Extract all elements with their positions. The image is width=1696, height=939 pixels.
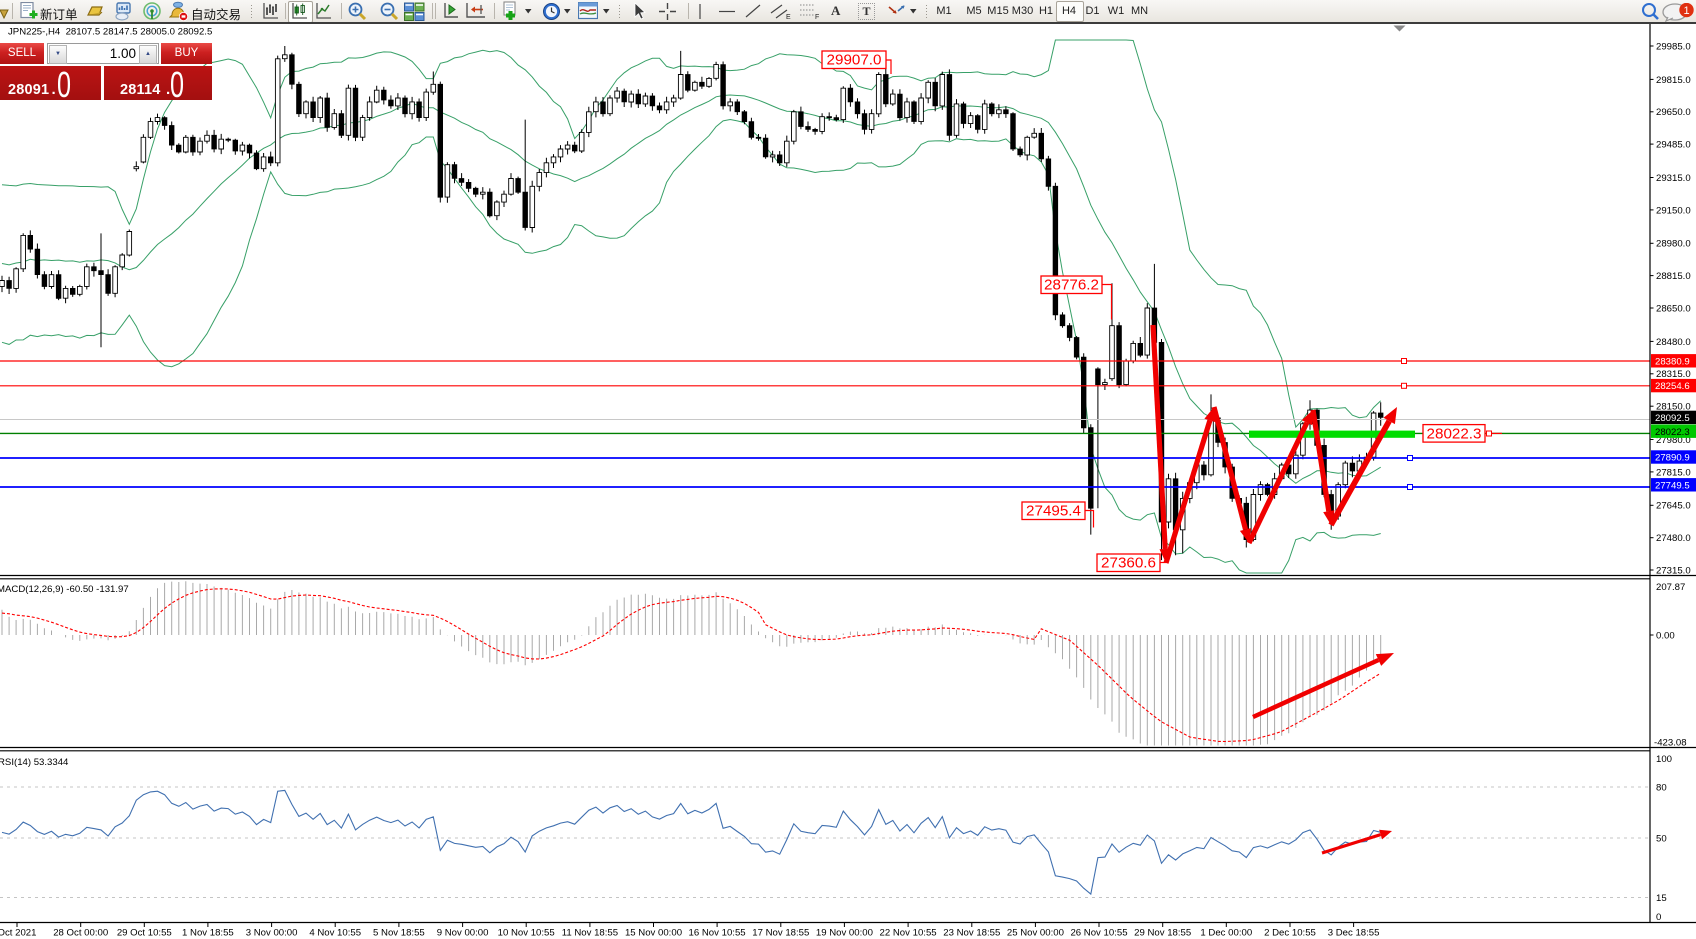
svg-text:17 Nov 18:55: 17 Nov 18:55	[752, 928, 809, 939]
svg-text:28815.0: 28815.0	[1656, 271, 1691, 282]
svg-text:80: 80	[1656, 782, 1667, 793]
svg-text:27495.4: 27495.4	[1026, 503, 1081, 520]
svg-text:5 Nov 18:55: 5 Nov 18:55	[373, 928, 425, 939]
svg-text:100: 100	[1656, 754, 1672, 765]
svg-text:28 Oct 00:00: 28 Oct 00:00	[53, 928, 108, 939]
svg-text:28254.6: 28254.6	[1655, 381, 1690, 392]
svg-text:JPN225-,H4 28107.5 28147.5 28: JPN225-,H4 28107.5 28147.5 28005.0 28092…	[8, 26, 212, 37]
svg-text:MACD(12,26,9) -60.50 -131.97: MACD(12,26,9) -60.50 -131.97	[0, 584, 129, 595]
svg-text:27315.0: 27315.0	[1656, 565, 1691, 576]
svg-text:28776.2: 28776.2	[1044, 277, 1099, 294]
svg-text:23 Nov 18:55: 23 Nov 18:55	[943, 928, 1000, 939]
svg-text:15: 15	[1656, 893, 1667, 904]
svg-text:50: 50	[1656, 833, 1667, 844]
svg-text:1 Nov 18:55: 1 Nov 18:55	[182, 928, 234, 939]
svg-text:29485.0: 29485.0	[1656, 140, 1691, 151]
svg-text:28022.3: 28022.3	[1655, 427, 1690, 438]
svg-text:29 Oct 10:55: 29 Oct 10:55	[117, 928, 172, 939]
svg-text:15 Nov 00:00: 15 Nov 00:00	[625, 928, 682, 939]
svg-text:Oct 2021: Oct 2021	[0, 928, 36, 939]
svg-text:22 Nov 10:55: 22 Nov 10:55	[880, 928, 937, 939]
svg-text:3 Nov 00:00: 3 Nov 00:00	[246, 928, 298, 939]
svg-text:27480.0: 27480.0	[1656, 533, 1691, 544]
svg-text:27980.0: 27980.0	[1656, 435, 1691, 446]
svg-text:27749.5: 27749.5	[1655, 480, 1690, 491]
svg-text:1 Dec 00:00: 1 Dec 00:00	[1200, 928, 1252, 939]
svg-text:28150.0: 28150.0	[1656, 402, 1691, 413]
svg-text:28380.9: 28380.9	[1655, 356, 1690, 367]
svg-text:28980.0: 28980.0	[1656, 239, 1691, 250]
svg-text:28650.0: 28650.0	[1656, 303, 1691, 314]
svg-text:1: 1	[1683, 5, 1689, 17]
svg-text:29985.0: 29985.0	[1656, 41, 1691, 52]
svg-text:29315.0: 29315.0	[1656, 173, 1691, 184]
svg-text:28092.5: 28092.5	[1655, 413, 1690, 424]
svg-text:28022.3: 28022.3	[1427, 425, 1482, 442]
svg-text:27645.0: 27645.0	[1656, 501, 1691, 512]
svg-text:0: 0	[1656, 912, 1661, 923]
svg-text:29650.0: 29650.0	[1656, 107, 1691, 118]
svg-text:28315.0: 28315.0	[1656, 369, 1691, 380]
svg-text:2 Dec 10:55: 2 Dec 10:55	[1264, 928, 1316, 939]
svg-text:11 Nov 18:55: 11 Nov 18:55	[562, 928, 618, 939]
svg-text:29150.0: 29150.0	[1656, 205, 1691, 216]
svg-text:RSI(14) 53.3344: RSI(14) 53.3344	[0, 757, 69, 768]
svg-text:26 Nov 10:55: 26 Nov 10:55	[1070, 928, 1127, 939]
svg-text:10 Nov 10:55: 10 Nov 10:55	[498, 928, 555, 939]
svg-text:207.87: 207.87	[1656, 582, 1685, 593]
svg-text:29 Nov 18:55: 29 Nov 18:55	[1134, 928, 1191, 939]
svg-text:25 Nov 00:00: 25 Nov 00:00	[1007, 928, 1064, 939]
svg-text:4 Nov 10:55: 4 Nov 10:55	[309, 928, 361, 939]
svg-text:9 Nov 00:00: 9 Nov 00:00	[437, 928, 489, 939]
svg-text:-423.08: -423.08	[1654, 738, 1687, 749]
svg-text:0.00: 0.00	[1656, 630, 1675, 641]
svg-text:16 Nov 10:55: 16 Nov 10:55	[689, 928, 746, 939]
svg-text:F: F	[815, 14, 819, 20]
svg-text:27890.9: 27890.9	[1655, 453, 1690, 464]
svg-text:29907.0: 29907.0	[827, 52, 882, 69]
svg-text:3 Dec 18:55: 3 Dec 18:55	[1328, 928, 1380, 939]
svg-text:29815.0: 29815.0	[1656, 75, 1691, 86]
svg-text:27815.0: 27815.0	[1656, 467, 1691, 478]
svg-text:E: E	[786, 14, 791, 20]
svg-text:28480.0: 28480.0	[1656, 337, 1691, 348]
svg-text:19 Nov 00:00: 19 Nov 00:00	[816, 928, 873, 939]
svg-text:27360.6: 27360.6	[1101, 555, 1156, 572]
